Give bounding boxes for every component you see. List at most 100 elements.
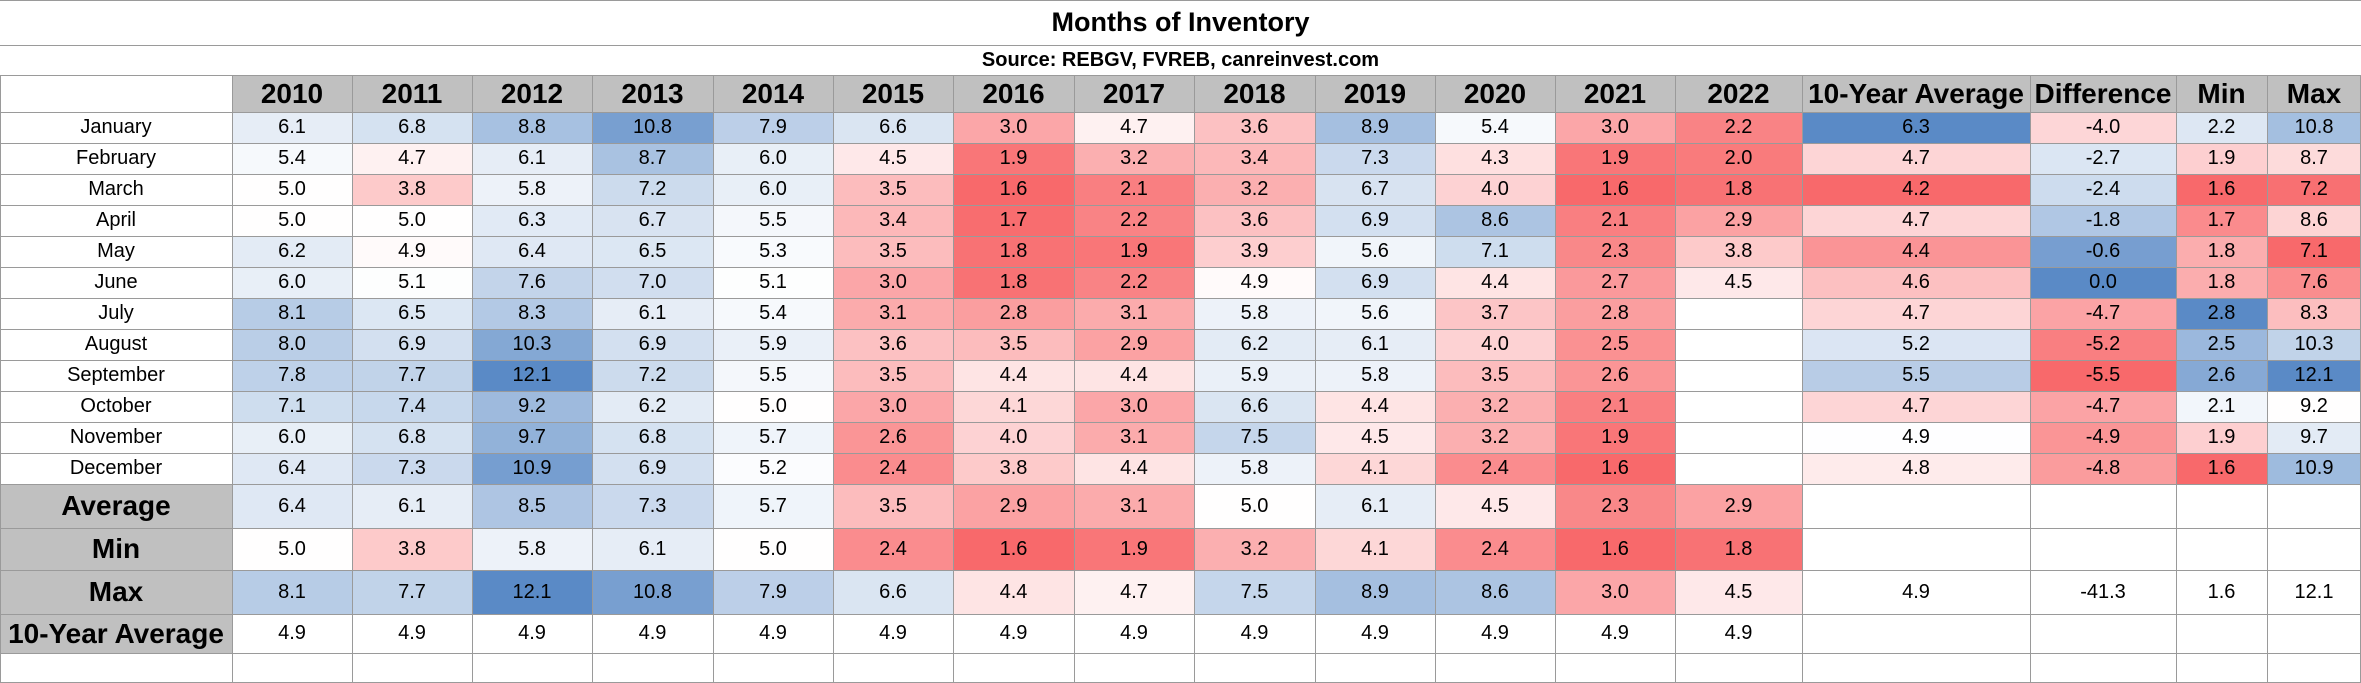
gridline-vertical (592, 75, 593, 682)
stat-cell: 3.5 (833, 484, 953, 528)
data-cell: 3.4 (1194, 143, 1315, 174)
data-cell: 7.2 (2267, 174, 2361, 205)
stat-cell: 3.2 (1194, 528, 1315, 570)
stat-cell: 1.8 (1675, 528, 1802, 570)
data-cell: 5.5 (713, 205, 833, 236)
data-cell: 4.7 (1802, 205, 2030, 236)
stat-cell (2176, 528, 2267, 570)
stat-cell: 8.6 (1435, 570, 1555, 614)
data-cell: 5.8 (1315, 360, 1435, 391)
data-cell: 3.0 (1074, 391, 1194, 422)
month-label: November (69, 426, 163, 448)
stat-cell: 4.7 (1074, 570, 1194, 614)
data-cell (1675, 453, 1802, 484)
data-cell: 4.7 (1074, 112, 1194, 143)
column-header: 2018 (1194, 75, 1315, 112)
stat-row-label: Max (0, 570, 232, 614)
data-cell: 10.9 (472, 453, 592, 484)
gridline-horizontal (0, 75, 2361, 76)
gridline-horizontal (0, 453, 2361, 454)
stat-cell (2176, 484, 2267, 528)
data-cell: 3.5 (833, 236, 953, 267)
data-cell: 10.8 (2267, 112, 2361, 143)
gridline-horizontal (0, 653, 2361, 654)
data-cell: 3.1 (1074, 298, 1194, 329)
stat-cell: -41.3 (2080, 580, 2126, 603)
data-cell: 3.5 (833, 174, 953, 205)
column-header: 2022 (1675, 75, 1802, 112)
data-cell: 4.1 (953, 391, 1074, 422)
gridline-vertical (0, 75, 1, 682)
data-cell: -0.6 (2030, 236, 2176, 267)
month-label: July (98, 302, 134, 324)
stat-cell: 4.9 (759, 622, 787, 644)
data-cell: 6.9 (1315, 267, 1435, 298)
data-cell: 2.8 (1555, 298, 1675, 329)
data-cell: 12.1 (472, 360, 592, 391)
data-cell: 3.2 (1435, 391, 1555, 422)
gridline-vertical (953, 75, 954, 682)
data-cell: 9.2 (2267, 391, 2361, 422)
month-label: March (88, 178, 144, 200)
data-cell: 2.1 (2176, 391, 2267, 422)
data-cell: 3.0 (953, 112, 1074, 143)
data-cell: 2.0 (1675, 143, 1802, 174)
data-cell: -4.9 (2030, 422, 2176, 453)
stat-cell: 4.9 (1361, 622, 1389, 644)
data-cell: 4.5 (1675, 267, 1802, 298)
column-header: 2013 (592, 75, 713, 112)
data-cell: 2.6 (833, 422, 953, 453)
gridline-horizontal (0, 360, 2361, 361)
stat-cell: 4.9 (1120, 622, 1148, 644)
data-cell: 2.1 (1555, 205, 1675, 236)
stat-cell: 12.1 (2294, 580, 2334, 603)
stat-cell (2030, 528, 2176, 570)
data-cell: 4.0 (953, 422, 1074, 453)
stat-cell: 8.5 (472, 484, 592, 528)
data-cell: -4.7 (2030, 298, 2176, 329)
month-label: September (67, 364, 165, 386)
table-title: Months of Inventory (1051, 7, 1310, 37)
data-cell: 5.0 (713, 391, 833, 422)
data-cell: 6.1 (232, 112, 352, 143)
data-cell: 2.2 (1675, 112, 1802, 143)
data-cell: 2.9 (1675, 205, 1802, 236)
column-header: 2021 (1555, 75, 1675, 112)
month-label: August (84, 333, 148, 355)
data-cell: 8.6 (2267, 205, 2361, 236)
data-cell: 5.9 (713, 329, 833, 360)
stat-cell: 4.1 (1315, 528, 1435, 570)
data-cell: 6.8 (592, 422, 713, 453)
stat-cell: 8.9 (1315, 570, 1435, 614)
gridline-vertical (232, 75, 233, 682)
data-cell: 6.9 (592, 329, 713, 360)
stat-cell (1802, 484, 2030, 528)
data-cell: 1.6 (2176, 453, 2267, 484)
stat-cell: 7.3 (592, 484, 713, 528)
stat-cell: 2.4 (833, 528, 953, 570)
data-cell: 7.0 (592, 267, 713, 298)
gridline-vertical (1555, 75, 1556, 682)
data-cell: 4.4 (1802, 236, 2030, 267)
stat-cell: 5.0 (1194, 484, 1315, 528)
data-cell (1675, 360, 1802, 391)
gridline-horizontal (0, 267, 2361, 268)
stat-cell: 3.1 (1074, 484, 1194, 528)
month-label: April (95, 209, 136, 231)
data-cell: 4.4 (1435, 267, 1555, 298)
data-cell: -5.5 (2030, 360, 2176, 391)
data-cell: 3.1 (1074, 422, 1194, 453)
gridline-horizontal (0, 236, 2361, 237)
column-header: 2020 (1435, 75, 1555, 112)
data-cell: 3.6 (833, 329, 953, 360)
data-cell: 3.2 (1074, 143, 1194, 174)
data-cell: 2.6 (1555, 360, 1675, 391)
stat-cell: 4.5 (1675, 570, 1802, 614)
data-cell: 5.2 (713, 453, 833, 484)
data-cell: 12.1 (2267, 360, 2361, 391)
data-cell: 6.5 (352, 298, 472, 329)
data-cell: 4.0 (1435, 329, 1555, 360)
data-cell: 7.8 (232, 360, 352, 391)
column-header: 2017 (1074, 75, 1194, 112)
